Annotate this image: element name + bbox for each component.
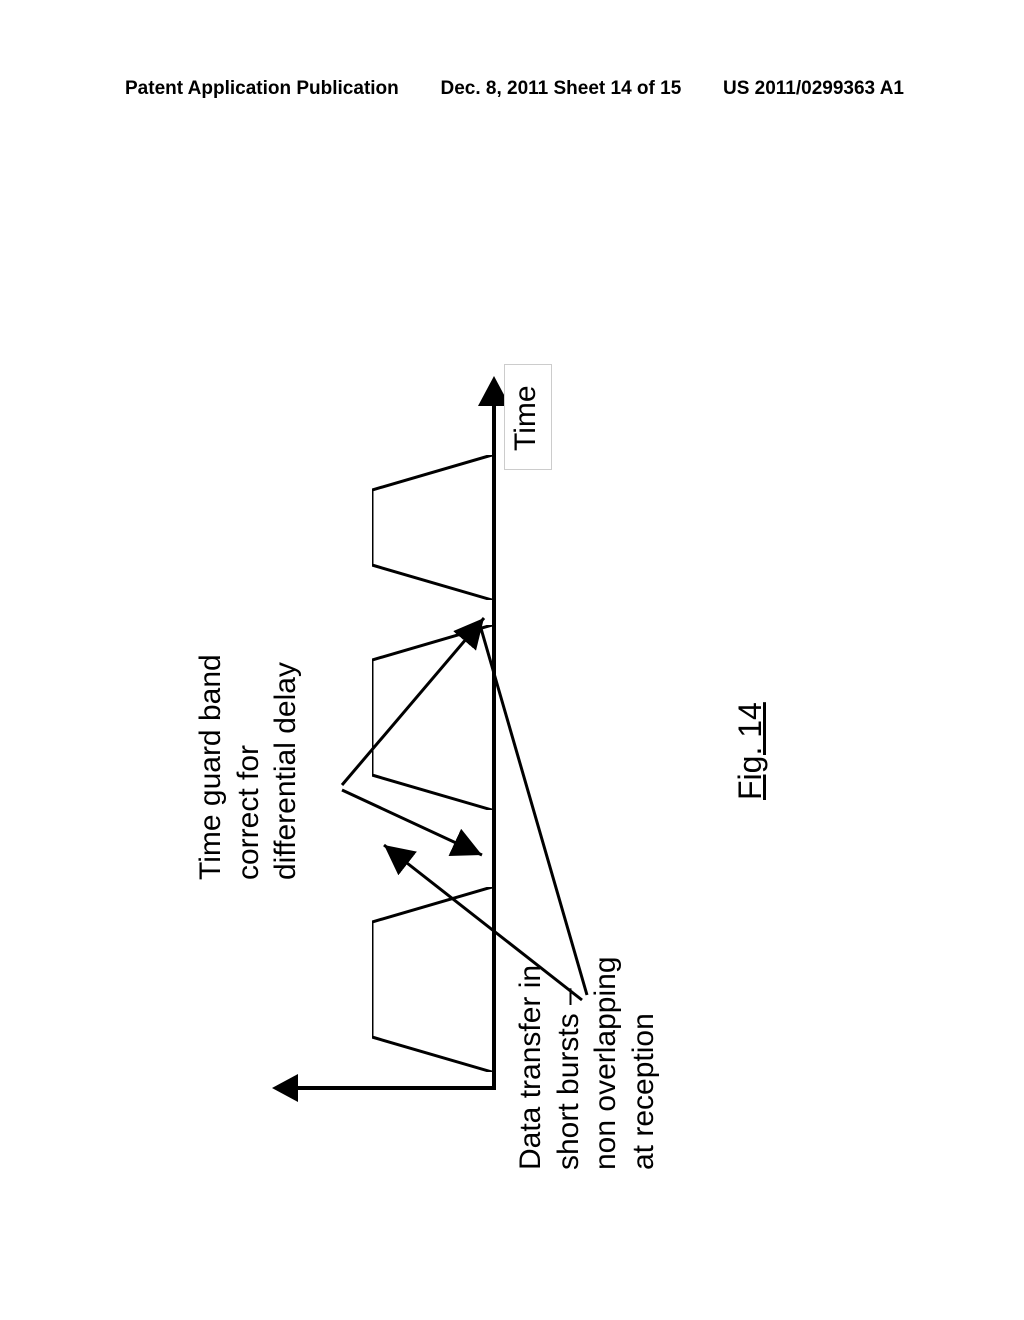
ann-bottom-line4: at reception [625, 956, 663, 1170]
diagram-content-rotated: Time guard band correct for differential… [212, 240, 812, 1160]
page-header: Patent Application Publication Dec. 8, 2… [0, 78, 1024, 100]
header-left-text: Patent Application Publication [125, 78, 399, 100]
annotation-data-bursts: Data transfer in short bursts – non over… [512, 956, 662, 1170]
ann-bottom-line2: short bursts – [550, 956, 588, 1170]
header-right-text: US 2011/0299363 A1 [723, 78, 904, 100]
ann-bottom-line3: non overlapping [587, 956, 625, 1170]
header-center-text: Dec. 8, 2011 Sheet 14 of 15 [440, 78, 681, 100]
figure-label: Fig. 14 [732, 702, 769, 800]
ann-bottom-line1: Data transfer in [512, 956, 550, 1170]
timing-chart: Time [272, 370, 532, 1090]
